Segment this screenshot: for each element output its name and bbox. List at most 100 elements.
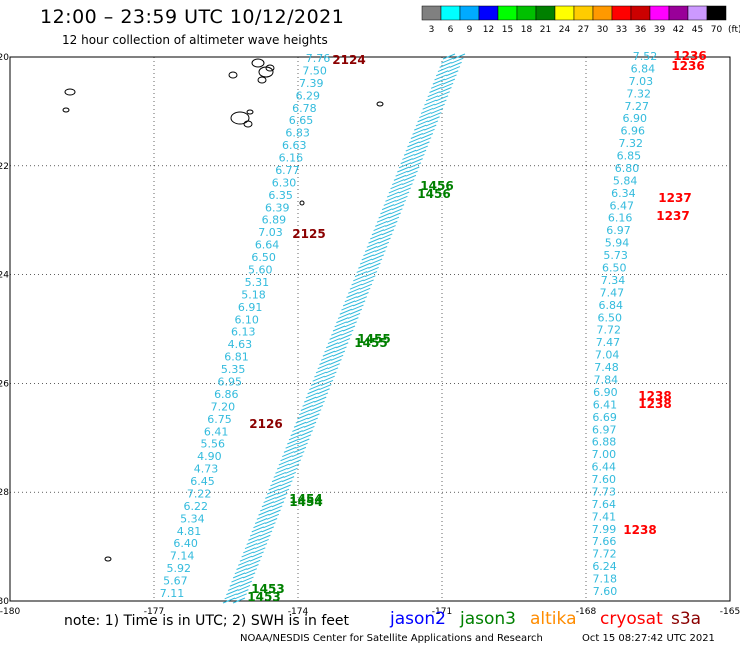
track-mark [368, 262, 381, 269]
wave-height-label: 6.89 [262, 214, 287, 227]
track-mark [307, 388, 320, 395]
track-mark [380, 208, 393, 215]
legend-label: 15 [502, 25, 513, 35]
track-mark [249, 530, 263, 537]
track-mark [410, 158, 423, 165]
track-mark [337, 312, 351, 319]
wave-height-label: 6.50 [602, 262, 627, 275]
wave-height-label: 7.52 [633, 50, 658, 63]
track-mark [434, 74, 447, 81]
track-mark [224, 593, 237, 600]
track-mark [234, 568, 248, 575]
track-mark [260, 505, 273, 512]
track-mark [351, 279, 364, 286]
pass-time-label: 1456 [417, 187, 450, 201]
track-mark [402, 153, 415, 160]
track-mark [256, 538, 269, 545]
wave-height-label: 6.81 [224, 351, 249, 364]
track-mark [270, 505, 283, 512]
track-mark [348, 287, 361, 294]
wave-height-label: 4.63 [228, 338, 253, 351]
track-mark [322, 375, 335, 382]
track-mark [239, 580, 252, 587]
wave-height-label: 7.66 [592, 535, 617, 548]
track-mark [297, 438, 310, 445]
pass-time-label: 1238 [623, 523, 656, 537]
map-frame [9, 56, 731, 602]
wave-height-label: 7.72 [597, 324, 622, 337]
wave-height-label: 6.16 [608, 212, 633, 225]
track-mark [400, 183, 413, 190]
track-mark [249, 555, 263, 562]
track-mark [403, 174, 417, 181]
wave-height-label: 7.14 [170, 550, 195, 563]
track-mark [298, 434, 312, 441]
track-mark [356, 266, 369, 273]
track-mark [256, 513, 270, 520]
pass-time-label: 1454 [289, 492, 322, 506]
track-mark [292, 425, 305, 432]
track-mark [435, 95, 449, 102]
wave-height-label: 5.84 [613, 174, 638, 187]
track-mark [241, 551, 254, 558]
island-coastline [265, 64, 275, 72]
track-mark [310, 405, 324, 411]
wave-height-label: 4.73 [194, 463, 219, 476]
track-mark [353, 275, 366, 282]
wave-height-label: 7.32 [627, 87, 652, 100]
track-mark [361, 279, 374, 286]
legend-label: 6 [448, 25, 454, 35]
track-mark [417, 141, 430, 148]
wave-height-label: 7.39 [299, 77, 324, 90]
wave-height-label: 6.96 [620, 125, 645, 138]
track-mark [364, 246, 378, 252]
wave-height-label: 6.97 [592, 423, 617, 436]
track-mark [261, 526, 274, 533]
wave-height-label: 6.63 [282, 139, 307, 152]
track-mark [354, 296, 368, 303]
track-mark [374, 246, 388, 252]
track-mark [307, 413, 320, 420]
track-mark [347, 312, 361, 319]
wave-height-label: 7.04 [595, 349, 620, 362]
track-mark [440, 82, 454, 89]
track-mark [339, 333, 352, 340]
track-mark [264, 518, 278, 524]
track-mark [422, 103, 435, 110]
pass-time-label: 2124 [332, 53, 365, 67]
track-mark [276, 463, 290, 470]
wave-height-label: 6.80 [615, 162, 640, 175]
track-mark [319, 359, 332, 365]
track-mark [248, 534, 261, 541]
wave-height-label: 6.10 [234, 313, 259, 326]
wave-height-label: 6.91 [238, 301, 263, 314]
island-coastline [104, 556, 112, 562]
track-mark [278, 459, 292, 466]
track-mark [285, 442, 298, 449]
track-mark [390, 208, 403, 215]
track-mark [244, 543, 258, 550]
track-mark [268, 484, 281, 491]
island-coastline [243, 120, 253, 128]
wave-height-label: 7.47 [596, 336, 621, 349]
track-mark [386, 191, 400, 198]
track-mark [271, 476, 285, 483]
wave-height-label: 6.90 [622, 112, 647, 125]
track-mark [253, 522, 266, 529]
track-mark [337, 338, 351, 345]
track-mark [234, 593, 247, 600]
track-mark [239, 555, 253, 562]
island-coastline [299, 200, 305, 206]
track-mark [369, 258, 383, 265]
track-mark [326, 342, 339, 349]
pass-time-label: 1456 [420, 179, 453, 193]
track-mark [315, 392, 329, 399]
track-mark [373, 225, 386, 232]
pass-time-label: 1237 [658, 191, 691, 205]
track-mark [363, 250, 376, 257]
track-mark [424, 99, 437, 106]
track-mark [332, 325, 346, 332]
satellite-name: s3a [671, 609, 702, 629]
wave-height-label: 6.69 [592, 411, 617, 424]
